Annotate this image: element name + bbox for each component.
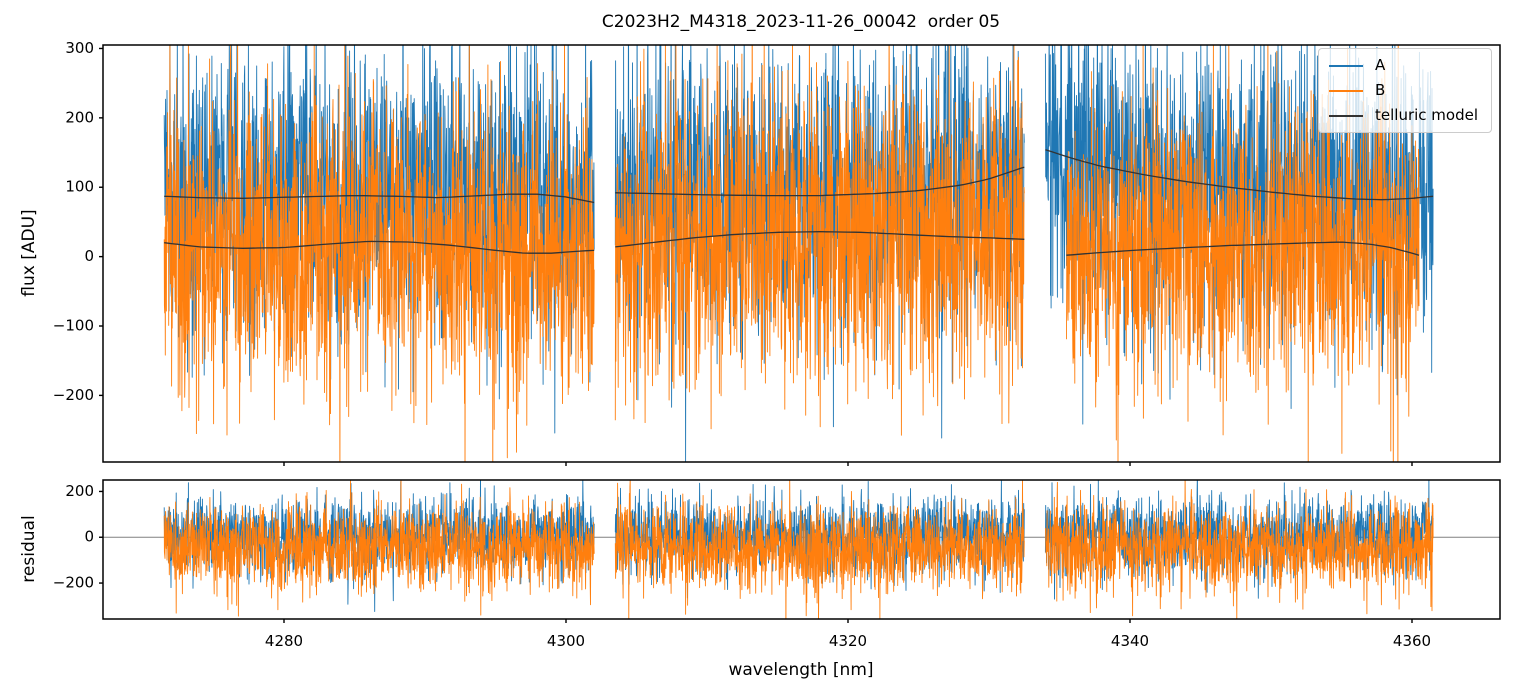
series-B-segment-2 [614, 45, 1025, 436]
residual-spines [102, 479, 1501, 620]
ytick-label-flux: 100 [65, 178, 94, 196]
residual-axis-label: residual [19, 515, 39, 583]
flux-spines [102, 44, 1501, 463]
flux-axis-label: flux [ADU] [19, 209, 39, 297]
xtick-label: 4360 [1393, 632, 1431, 650]
series-B-segment-3 [1066, 45, 1420, 462]
ytick-label-flux: −100 [53, 317, 94, 335]
series-B-segment-2 [614, 480, 1025, 619]
telluric-model-curve-5 [615, 230, 1025, 248]
legend-label: A [1375, 56, 1386, 74]
ytick-label-residual: 200 [65, 482, 94, 500]
wavelength-axis-label: wavelength [nm] [728, 660, 874, 680]
plot-title: C2023H2_M4318_2023-11-26_00042 order 05 [601, 12, 1001, 32]
legend-label: telluric model [1375, 106, 1479, 124]
xtick-label: 4280 [265, 632, 303, 650]
flux-data [163, 45, 1434, 462]
ytick-label-flux: −200 [53, 386, 94, 404]
legend-label: B [1375, 81, 1386, 99]
xtick-label: 4320 [829, 632, 867, 650]
legend-line-swatch [1329, 89, 1363, 92]
telluric-model-curve-2 [615, 166, 1025, 197]
legend-entry-telluric-model: telluric model [1329, 108, 1481, 123]
series-B-segment-3 [1044, 480, 1434, 619]
legend-line-swatch [1329, 114, 1363, 117]
series-B-segment-1 [163, 480, 595, 617]
ytick-label-residual: −200 [53, 574, 94, 592]
xtick-label: 4340 [1111, 632, 1149, 650]
residual-panel: 200 0 −200 4280 4300 4320 4340 4360 [53, 479, 1501, 650]
residual-data [163, 480, 1434, 619]
ytick-label-flux: 200 [65, 108, 94, 126]
legend-entry-a: A [1329, 58, 1481, 73]
ytick-label-flux: 300 [65, 39, 94, 57]
ytick-label-flux: 0 [84, 247, 94, 265]
telluric-model-curve-1 [164, 193, 595, 204]
telluric-model-curve-3 [1045, 149, 1434, 201]
legend-entry-b: B [1329, 83, 1481, 98]
series-B-segment-1 [163, 45, 595, 462]
xtick-label: 4300 [547, 632, 585, 650]
telluric-model-curve-6 [1066, 241, 1420, 256]
ytick-label-residual: 0 [84, 528, 94, 546]
legend-line-swatch [1329, 64, 1363, 67]
telluric-model-curve-4 [164, 240, 595, 254]
flux-panel: 300 200 100 0 −100 −200 [53, 39, 1501, 466]
